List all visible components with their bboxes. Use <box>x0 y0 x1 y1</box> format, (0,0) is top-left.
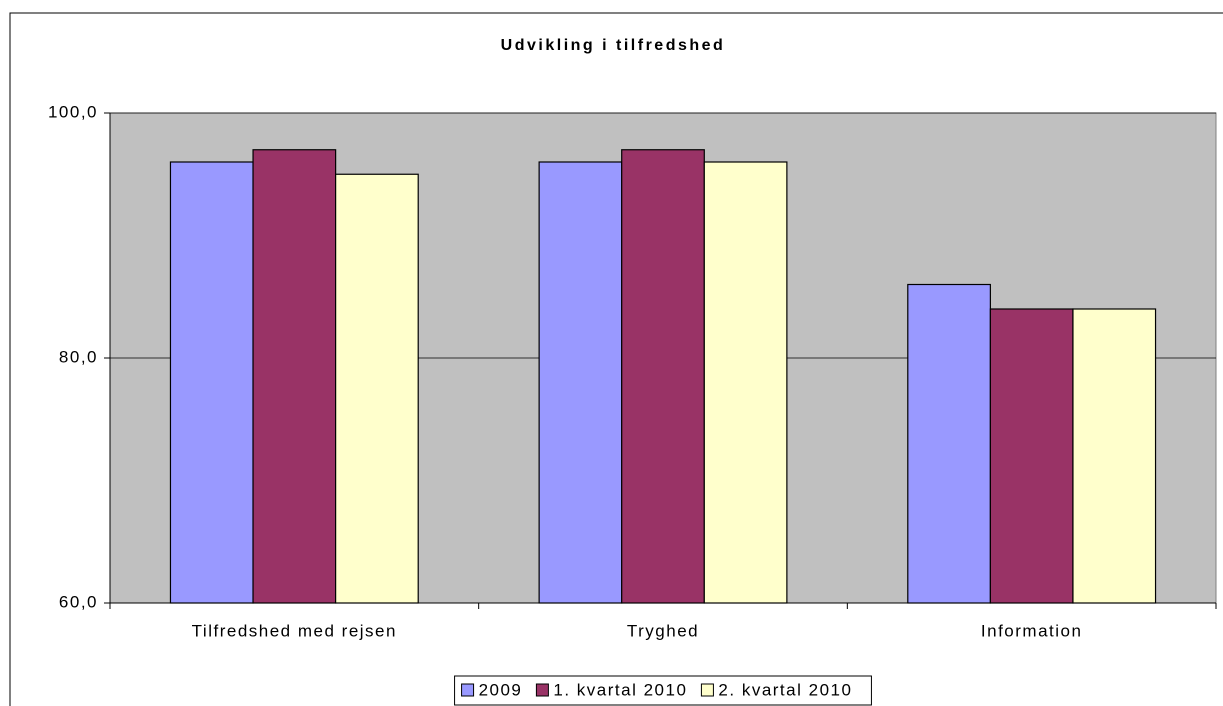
legend: 2009 1. kvartal 2010 2. kvartal 2010 <box>454 675 872 706</box>
x-tick-label: Tilfredshed med rejsen <box>192 621 397 640</box>
bar <box>907 283 991 604</box>
bar <box>703 161 788 604</box>
legend-label: 2. kvartal 2010 <box>718 680 852 699</box>
bar <box>252 149 337 604</box>
legend-label: 1. kvartal 2010 <box>553 680 687 699</box>
legend-box <box>454 675 872 706</box>
y-tick-label: 100,0 <box>48 102 98 121</box>
bar <box>1072 308 1157 604</box>
chart-frame <box>9 12 1223 706</box>
bar <box>335 173 419 604</box>
bar <box>538 161 623 604</box>
legend-swatch <box>700 683 714 697</box>
chart-title: Udvikling i tilfredshed <box>501 37 726 54</box>
legend-label: 2009 <box>479 680 523 699</box>
x-tick-label: Tryghed <box>627 621 699 640</box>
y-tick-label: 80,0 <box>59 347 98 366</box>
legend-swatch <box>461 683 475 697</box>
bar <box>989 308 1074 604</box>
y-tick-label: 60,0 <box>59 592 98 611</box>
legend-swatch <box>535 683 549 697</box>
bar <box>621 149 705 604</box>
x-tick-label: Information <box>981 621 1083 640</box>
bar <box>169 161 254 604</box>
